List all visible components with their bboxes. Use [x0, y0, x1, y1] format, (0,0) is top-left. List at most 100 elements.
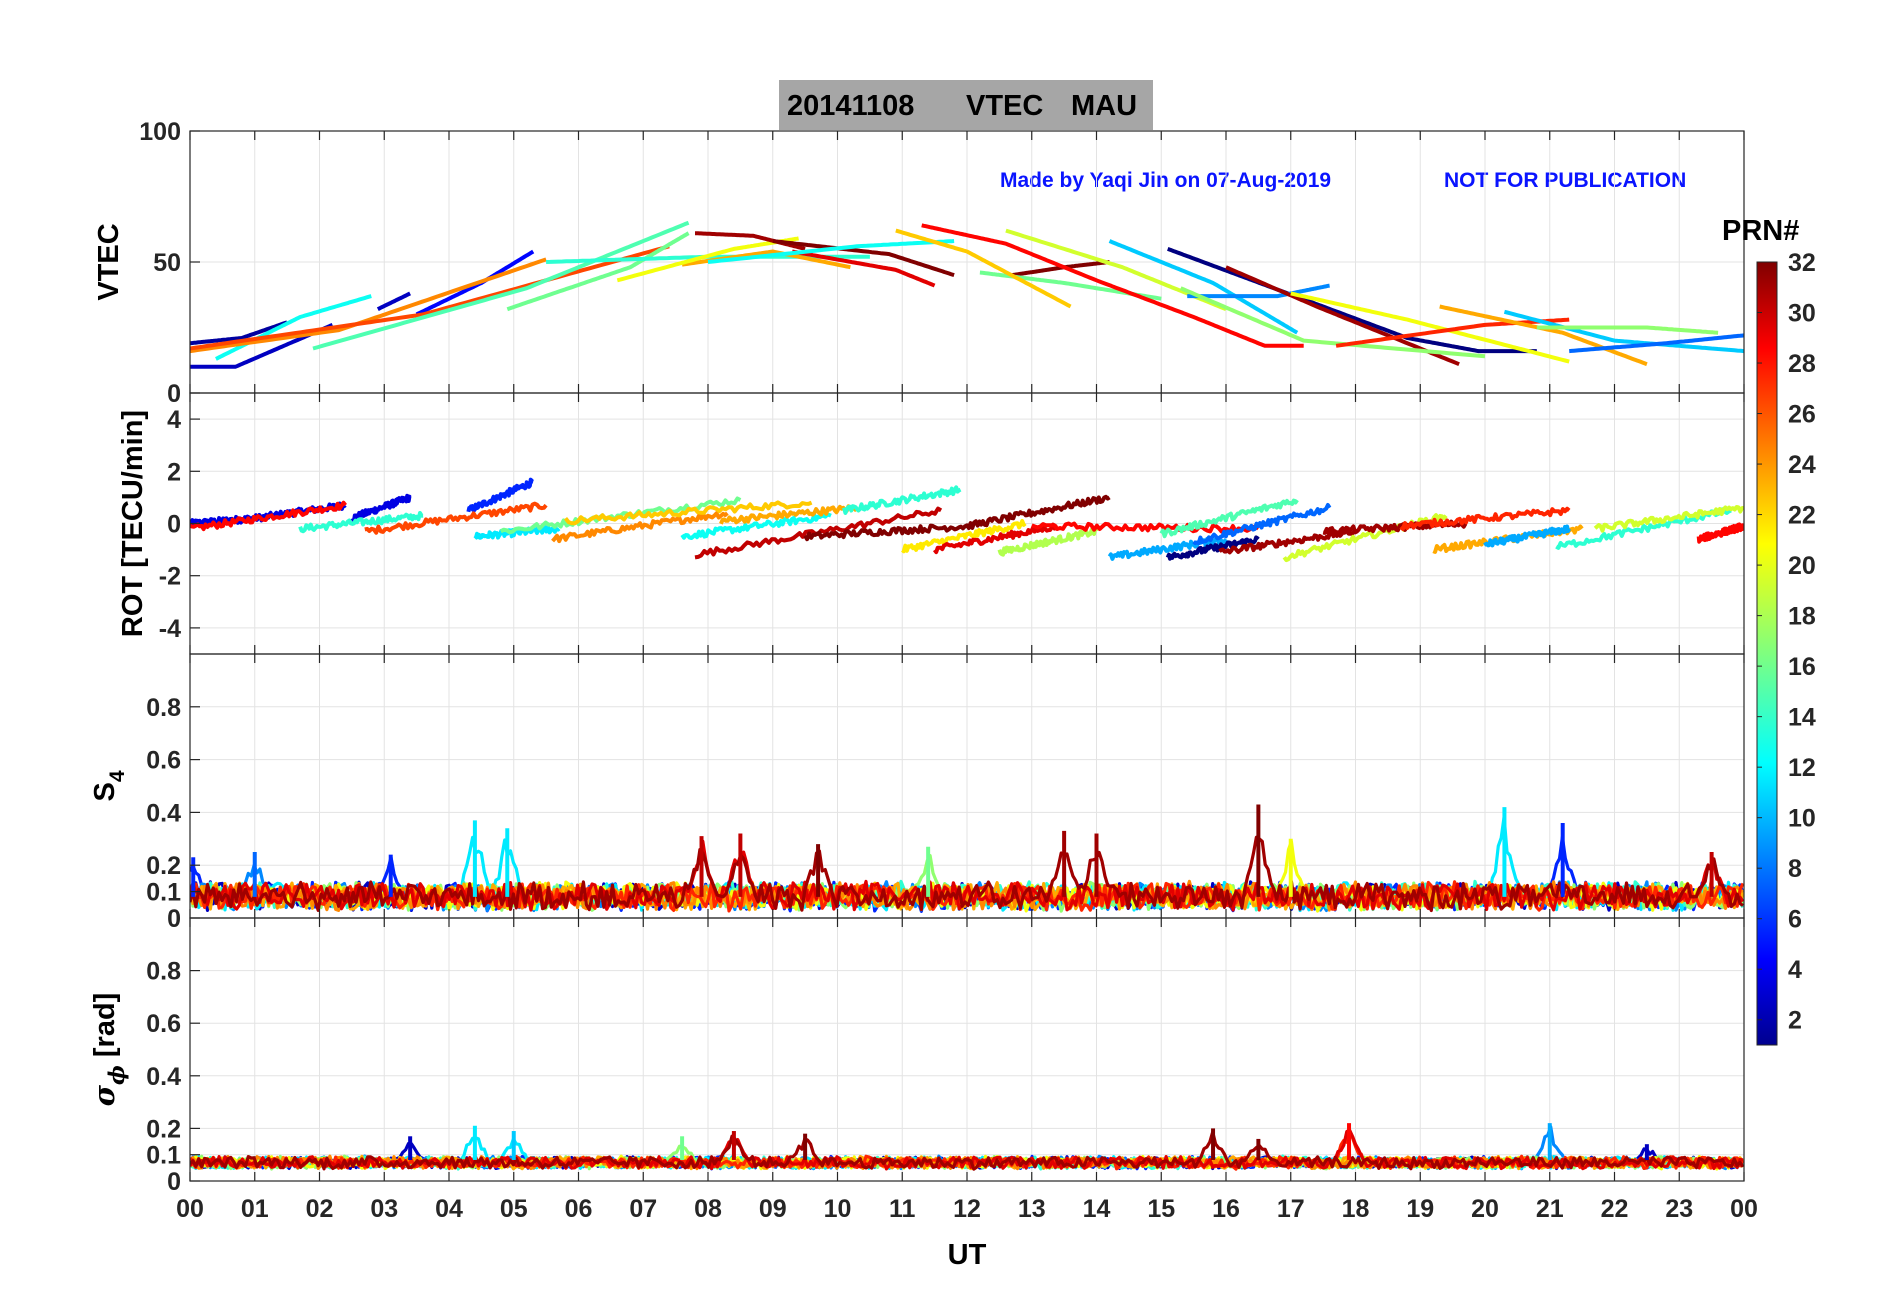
- series-line-prn-19: [1593, 505, 1744, 533]
- series-line-prn-32: [803, 494, 1111, 542]
- series-line-prn-28: [1031, 521, 1260, 534]
- y-tick-label: 0.8: [146, 958, 181, 986]
- series-line-prn-14: [298, 511, 424, 534]
- y-tick-label: 0.4: [146, 799, 181, 827]
- y-axis-label-subscript: 4: [106, 770, 129, 782]
- series-line-prn-21: [901, 519, 1027, 554]
- y-tick-label: 2: [167, 458, 181, 486]
- x-tick-label: 16: [1212, 1195, 1240, 1223]
- x-tick-label: 02: [306, 1195, 334, 1223]
- x-tick-label: 08: [694, 1195, 722, 1223]
- colorbar-tick-label: 8: [1788, 855, 1802, 883]
- series-line-prn-1: [1165, 535, 1260, 561]
- colorbar-tick-label: 26: [1788, 401, 1816, 429]
- series-line-prn-16: [506, 231, 690, 312]
- y-tick-label: -4: [159, 615, 181, 643]
- series-line-prn-15: [1159, 498, 1299, 539]
- series-line-prn-15: [312, 220, 690, 351]
- x-tick-label: 20: [1471, 1195, 1499, 1223]
- series-line-prn-29: [932, 522, 1059, 555]
- y-axis-label-s4: S4: [89, 770, 129, 801]
- series-line-prn-14: [1555, 507, 1732, 550]
- y-axis-label-vtec: VTEC: [93, 223, 125, 300]
- series-line-prn-3: [190, 323, 334, 369]
- x-tick-label: 03: [370, 1195, 398, 1223]
- x-tick-label: 21: [1536, 1195, 1564, 1223]
- panel-s4: 00.10.2 0.4 0.6 0.8 S4: [89, 653, 1745, 933]
- y-tick-label: 0.1: [146, 879, 181, 907]
- colorbar-tick-label: 4: [1788, 956, 1802, 984]
- colorbar-tick-label: 32: [1788, 249, 1816, 277]
- x-tick-label: 00: [176, 1195, 204, 1223]
- series-line-prn-26: [190, 244, 670, 351]
- series-line-prn-24: [190, 257, 547, 354]
- series-line-prn-14: [842, 485, 962, 515]
- x-tick-label: 09: [759, 1195, 787, 1223]
- series-line-prn-31: [1218, 527, 1357, 555]
- series-line-prn-6: [466, 477, 535, 513]
- trace-prn-29: [190, 839, 1744, 912]
- series-line-prn-17: [1536, 325, 1719, 335]
- panel-rot: -4 -2 0 2 4 ROT [TECU/min]: [117, 392, 1745, 655]
- series-line-prn-28: [1696, 522, 1744, 544]
- series-line-prn-11: [1108, 239, 1299, 335]
- series-line-prn-27: [1399, 506, 1571, 531]
- panel-vtec: 0 50 100 VTEC: [93, 118, 1745, 408]
- y-tick-label: 0.6: [146, 1010, 181, 1038]
- y-tick-label: 0.1: [146, 1142, 181, 1170]
- colorbar-tick-label: 14: [1788, 704, 1816, 732]
- series-line-prn-32: [772, 239, 955, 278]
- title-date: 20141108: [787, 90, 914, 122]
- title-box: 20141108 VTEC MAU: [779, 80, 1153, 130]
- colorbar-tick-label: 16: [1788, 653, 1816, 681]
- series-line-prn-28: [921, 223, 1305, 348]
- series-line-prn-18: [997, 526, 1099, 557]
- series-line-prn-17: [1179, 286, 1486, 359]
- x-tick-label: 19: [1406, 1195, 1434, 1223]
- x-tick-label: 15: [1147, 1195, 1175, 1223]
- colorbar-tick-label: 20: [1788, 552, 1816, 580]
- series-line-prn-19: [1282, 513, 1448, 563]
- x-tick-label: 00: [1730, 1195, 1758, 1223]
- y-tick-label: 50: [153, 249, 181, 277]
- series-line-prn-22: [895, 228, 1072, 309]
- y-tick-label: 0.6: [146, 747, 181, 775]
- colorbar-label: PRN#: [1722, 215, 1799, 247]
- colorbar-gradient: [1756, 261, 1778, 1046]
- series-line-prn-29: [791, 249, 936, 288]
- x-tick-label: 12: [953, 1195, 981, 1223]
- series-line-prn-13: [680, 512, 832, 540]
- trace-prn-31: [190, 1130, 1744, 1171]
- x-tick-label: 06: [565, 1195, 593, 1223]
- x-tick-label: 13: [1018, 1195, 1046, 1223]
- series-line-prn-24: [551, 511, 729, 544]
- series-line-prn-31: [1225, 265, 1460, 367]
- x-axis: 00 01 02 03 04 05 06 07 08 09 10 11 12 13 14 15 16 17 18 19…: [176, 1195, 1758, 1223]
- y-tick-label: 0: [167, 905, 181, 933]
- colorbar-tick-label: 22: [1788, 502, 1816, 530]
- series-line-prn-11: [1503, 309, 1744, 354]
- series-line-prn-28: [190, 500, 347, 532]
- x-tick-label: 17: [1277, 1195, 1305, 1223]
- y-axis-label-phi: ϕ: [104, 1065, 129, 1085]
- series-line-prn-4: [350, 493, 412, 523]
- panel-sigma_phi: 00.10.2 0.4 0.6 0.8 σϕ [rad]: [87, 917, 1745, 1196]
- x-tick-label: 14: [1083, 1195, 1111, 1223]
- title-quantity: VTEC: [966, 90, 1043, 122]
- series-line-prn-8: [1192, 503, 1332, 546]
- series-line-prn-1: [1167, 247, 1538, 354]
- colorbar-tick-label: 24: [1788, 451, 1816, 479]
- y-tick-label: 0: [167, 380, 181, 408]
- x-tick-label: 22: [1601, 1195, 1629, 1223]
- y-tick-label: 0.4: [146, 1063, 181, 1091]
- colorbar-tick-label: 6: [1788, 906, 1802, 934]
- series-line-prn-10: [1483, 524, 1572, 548]
- series-line-prn-3: [376, 291, 412, 311]
- series-line-prn-9: [1187, 283, 1331, 299]
- y-tick-label: 100: [139, 118, 181, 146]
- x-tick-label: 23: [1665, 1195, 1693, 1223]
